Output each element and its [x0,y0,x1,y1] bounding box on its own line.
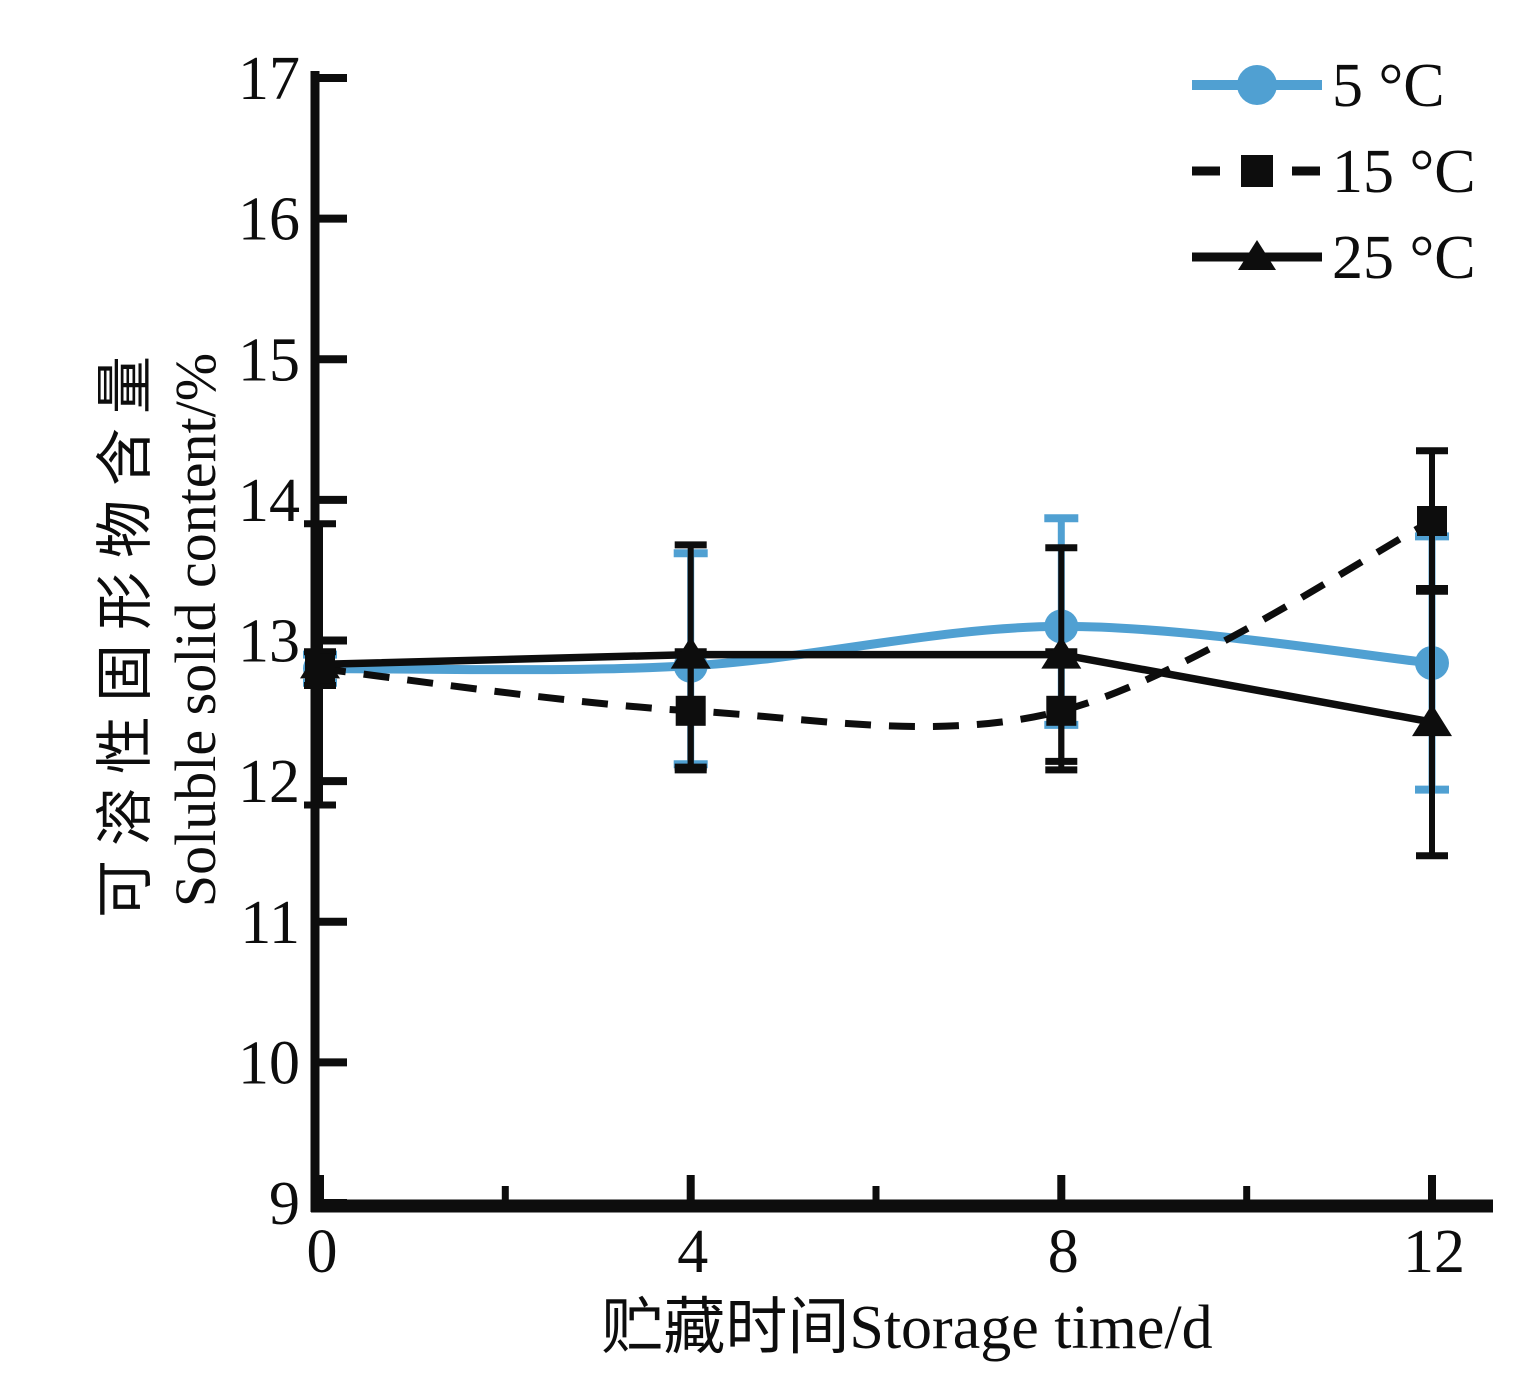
y-axis-title-en: Soluble solid content/% [163,353,228,907]
series-25c-line [319,650,1433,726]
series-15c-marker [1417,506,1447,536]
x-axis-title: 贮藏时间Storage time/d [601,1294,1212,1362]
y-axis-title-cn: 可溶性固形物含量 [93,342,158,918]
legend-label-15c: 15 °C [1332,138,1476,206]
y-tick-label: 9 [269,1170,300,1238]
legend-label-5c: 5 °C [1332,52,1445,120]
legend-entry-25c: 25 °C [1192,224,1476,292]
y-tick-label: 15 [238,326,300,394]
black-markers [300,506,1452,737]
plot-area [300,447,1452,860]
y-tick-label: 12 [238,748,300,816]
y-tick-label: 16 [238,186,300,254]
legend-marker-25c [1238,240,1276,270]
series-25c-marker [1412,704,1452,737]
x-tick-label: 0 [307,1218,338,1286]
series-15c-marker [305,653,335,684]
series-25c-marker [1041,636,1082,669]
series-5c-line [319,621,1433,675]
x-tick-label: 8 [1048,1218,1079,1286]
legend-entry-5c: 5 °C [1192,52,1445,120]
x-tick-label: 4 [677,1218,708,1286]
y-tick-label: 14 [238,467,300,535]
x-tick-label: 12 [1403,1218,1465,1286]
legend-marker-15c [1241,155,1273,187]
y-tick-label: 17 [238,45,300,113]
series-25c-marker [670,636,711,669]
y-tick-label: 10 [238,1029,300,1097]
legend-label-25c: 25 °C [1332,224,1476,292]
series-15c-marker [1046,695,1077,726]
legend-marker-5c [1237,65,1277,105]
y-tick-label: 13 [238,608,300,676]
axes: 9 10 11 12 13 14 15 16 17 0 4 8 12 [238,45,1493,1286]
series-15c-line [319,517,1434,730]
legend: 5 °C 15 °C 25 °C [1192,52,1476,292]
y-tick-label: 11 [240,889,300,957]
legend-entry-15c: 15 °C [1192,138,1476,206]
series-15c-marker [675,695,706,726]
